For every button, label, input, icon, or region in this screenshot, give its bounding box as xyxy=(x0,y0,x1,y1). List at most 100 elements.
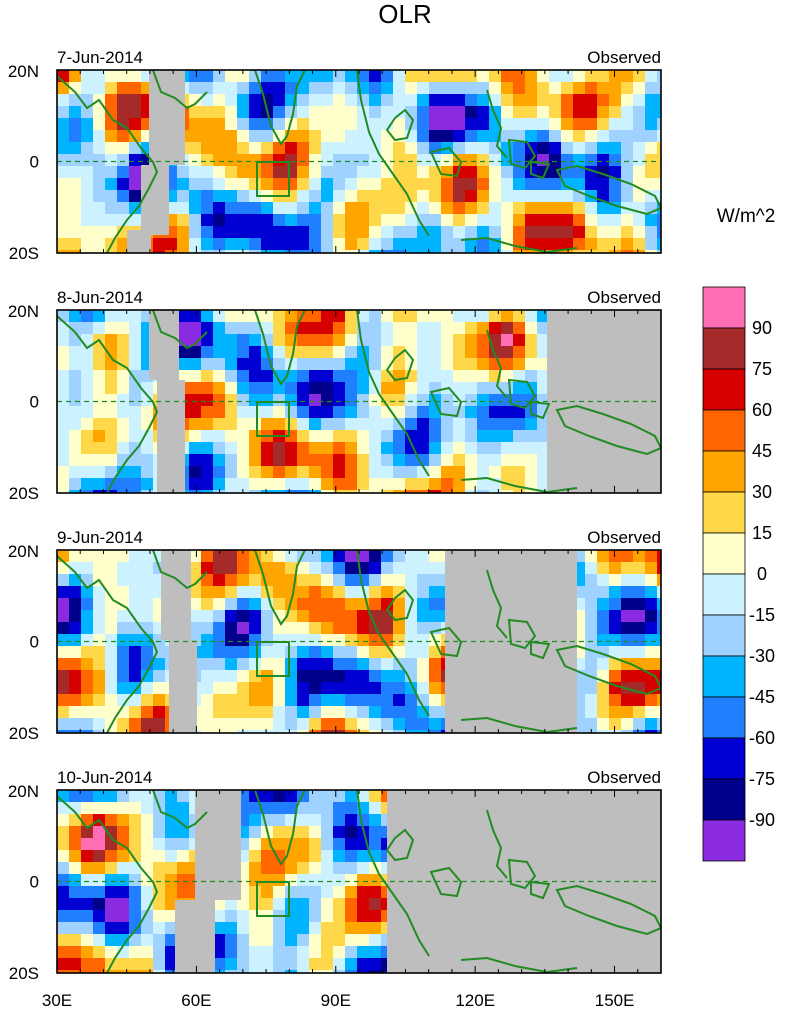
field-cell xyxy=(105,934,118,947)
field-cell xyxy=(273,346,286,359)
field-cell xyxy=(357,886,370,899)
field-cell xyxy=(81,610,94,623)
field-cell xyxy=(105,322,118,335)
field-cell xyxy=(261,934,274,947)
field-cell xyxy=(501,106,514,119)
field-cell xyxy=(117,646,130,659)
field-cell xyxy=(393,322,406,335)
field-cell xyxy=(57,910,70,923)
field-cell xyxy=(309,646,322,659)
field-cell xyxy=(333,238,346,251)
field-cell xyxy=(117,94,130,107)
field-cell xyxy=(357,850,370,863)
coastline xyxy=(460,956,578,973)
field-cell xyxy=(213,130,226,143)
field-cell xyxy=(453,190,466,203)
field-cell xyxy=(345,442,358,455)
missing-data-region xyxy=(157,380,185,493)
field-cell xyxy=(165,790,178,803)
field-cell xyxy=(369,970,382,973)
field-cell xyxy=(213,442,226,455)
field-cell xyxy=(225,574,238,587)
field-cell xyxy=(453,214,466,227)
field-cell xyxy=(81,382,94,395)
field-cell xyxy=(489,442,502,455)
field-cell xyxy=(105,82,118,95)
field-cell xyxy=(357,958,370,971)
field-cell xyxy=(297,442,310,455)
field-cell xyxy=(345,214,358,227)
field-cell xyxy=(393,562,406,575)
field-cell xyxy=(129,310,142,323)
field-cell xyxy=(57,694,70,707)
field-cell xyxy=(417,154,430,167)
field-cell xyxy=(189,94,202,107)
field-cell xyxy=(129,166,142,179)
field-cell xyxy=(585,178,598,191)
field-cell xyxy=(369,418,382,431)
field-cell xyxy=(501,214,514,227)
field-cell xyxy=(93,478,106,491)
field-cell xyxy=(165,934,178,947)
field-cell xyxy=(69,550,82,563)
field-cell xyxy=(141,718,154,731)
field-cell xyxy=(129,346,142,359)
field-cell xyxy=(477,154,490,167)
field-cell xyxy=(609,142,622,155)
field-cell xyxy=(237,130,250,143)
field-cell xyxy=(261,862,274,875)
field-cell xyxy=(345,250,358,253)
colorbar-swatch xyxy=(702,655,746,698)
field-cell xyxy=(357,706,370,719)
field-cell xyxy=(273,694,286,707)
field-cell xyxy=(525,178,538,191)
field-cell xyxy=(189,406,202,419)
field-cell xyxy=(321,850,334,863)
field-cell xyxy=(573,142,586,155)
field-cell xyxy=(249,586,262,599)
field-cell xyxy=(57,874,70,887)
field-cell xyxy=(165,238,178,251)
field-cell xyxy=(537,322,550,335)
field-cell xyxy=(309,442,322,455)
field-cell xyxy=(345,862,358,875)
field-cell xyxy=(573,154,586,167)
field-cell xyxy=(285,82,298,95)
field-cell xyxy=(69,478,82,491)
field-cell xyxy=(345,130,358,143)
field-cell xyxy=(117,430,130,443)
field-cell xyxy=(225,106,238,119)
field-cell xyxy=(585,694,598,707)
field-cell xyxy=(405,214,418,227)
field-cell xyxy=(489,154,502,167)
field-cell xyxy=(69,850,82,863)
field-cell xyxy=(201,442,214,455)
field-cell xyxy=(309,838,322,851)
field-cell xyxy=(345,658,358,671)
field-cell xyxy=(621,706,634,719)
field-cell xyxy=(141,946,154,959)
latitude-label: 20N xyxy=(8,542,39,561)
field-cell xyxy=(381,466,394,479)
field-cell xyxy=(573,118,586,131)
field-cell xyxy=(249,346,262,359)
field-cell xyxy=(129,934,142,947)
field-cell xyxy=(345,562,358,575)
field-cell xyxy=(81,946,94,959)
field-cell xyxy=(393,646,406,659)
colorbar-swatch xyxy=(702,327,746,370)
field-cell xyxy=(381,730,394,733)
field-cell xyxy=(225,970,238,973)
field-cell xyxy=(333,958,346,971)
field-cell xyxy=(345,706,358,719)
field-cell xyxy=(645,550,658,563)
field-cell xyxy=(357,718,370,731)
field-cell xyxy=(645,706,658,719)
field-cell xyxy=(549,238,562,251)
field-cell xyxy=(477,94,490,107)
field-cell xyxy=(249,898,262,911)
field-cell xyxy=(501,442,514,455)
field-cell xyxy=(621,70,634,83)
field-cell xyxy=(405,190,418,203)
field-cell xyxy=(93,898,106,911)
